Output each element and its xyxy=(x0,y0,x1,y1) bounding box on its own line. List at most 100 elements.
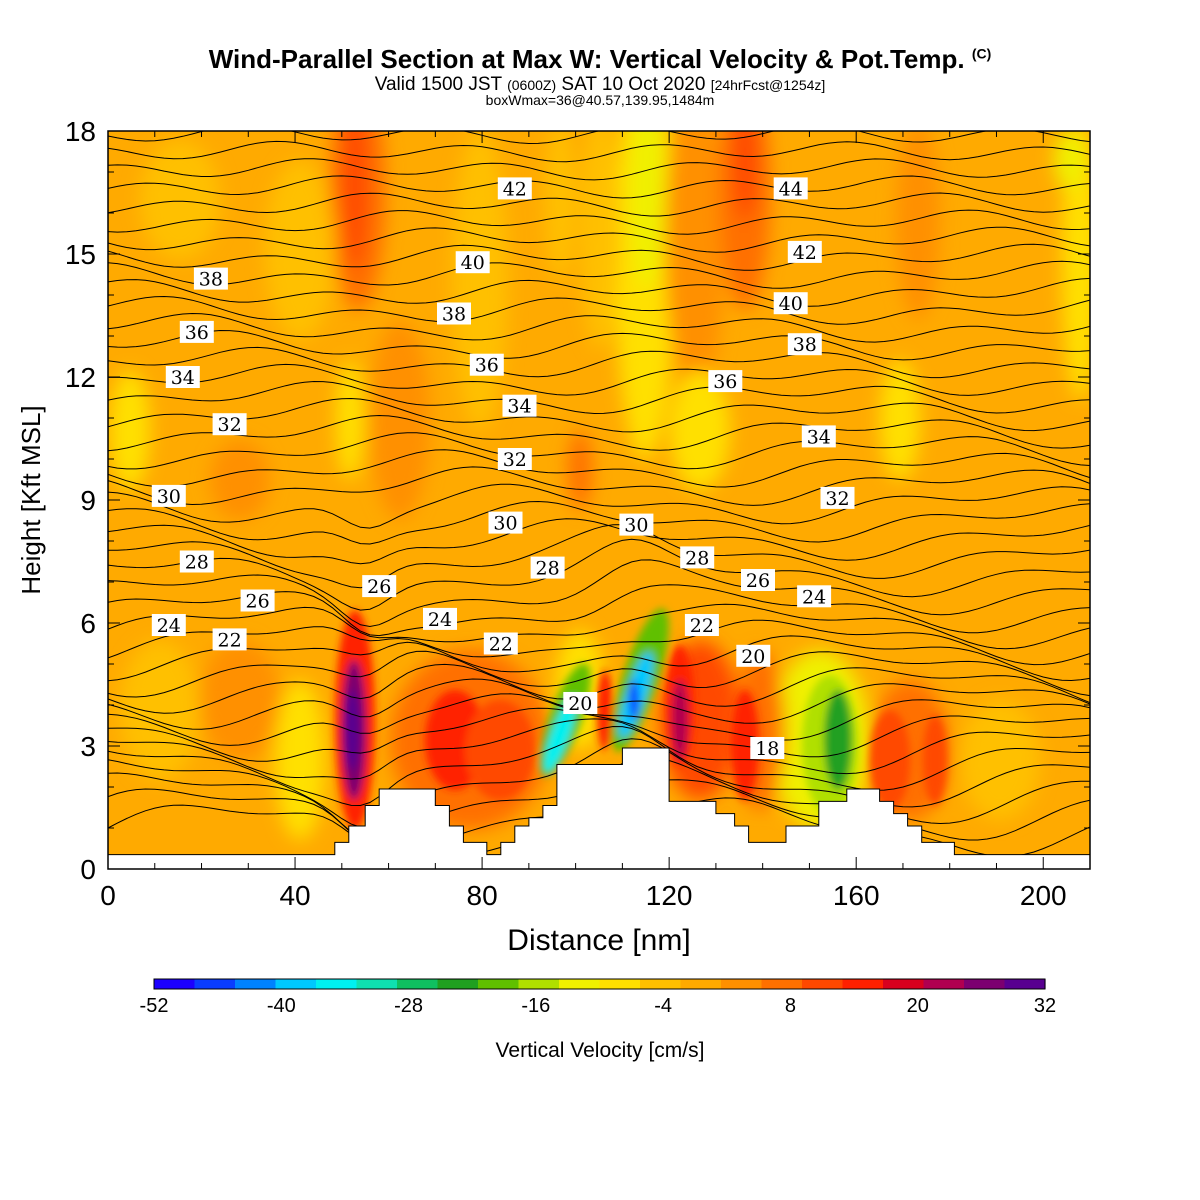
isentrope-line xyxy=(108,718,1090,780)
isentrope-label-box xyxy=(797,585,832,608)
isentrope-label: 32 xyxy=(212,413,247,436)
isentrope-label-text: 18 xyxy=(755,738,779,760)
isentrope-line xyxy=(108,738,1090,828)
isentrope-label: 24 xyxy=(423,607,457,631)
isentrope-label: 24 xyxy=(797,585,832,608)
isentrope-label: 38 xyxy=(193,267,228,291)
isentrope-label: 26 xyxy=(741,569,775,592)
isentrope-line xyxy=(108,175,1090,199)
isentrope-label: 32 xyxy=(820,486,855,510)
isentrope-label-box xyxy=(362,575,397,598)
isentrope-label-text: 40 xyxy=(461,252,485,274)
isentrope-line xyxy=(108,312,1090,343)
isentrope-label-text: 30 xyxy=(157,486,181,508)
isentrope-line xyxy=(108,209,1090,235)
isentrope-label-text: 34 xyxy=(807,426,831,448)
isentrope-label-text: 38 xyxy=(199,269,223,291)
isentrope-label-box xyxy=(750,737,785,759)
isentrope-label-box xyxy=(437,302,471,325)
isentrope-label-box xyxy=(773,177,808,200)
colorbar-label: Vertical Velocity [cm/s] xyxy=(496,1039,705,1062)
isentrope-label: 34 xyxy=(165,366,200,389)
isentrope-label: 28 xyxy=(530,556,565,580)
isentrope-label: 28 xyxy=(680,546,715,569)
isentrope-label-text: 32 xyxy=(825,488,849,510)
isentrope-label-box xyxy=(151,614,186,636)
isentrope-label-text: 36 xyxy=(475,355,499,377)
isentrope-line xyxy=(108,483,1090,529)
isentrope-label-box xyxy=(773,292,808,315)
y-axis-label: Height [Kft MSL] xyxy=(16,405,46,594)
isentrope-label: 36 xyxy=(469,353,504,377)
isentrope-label: 24 xyxy=(151,614,186,637)
colorbar-segment xyxy=(923,979,965,989)
colorbar-segment xyxy=(721,979,763,989)
isentrope-label-text: 30 xyxy=(493,513,517,535)
x-tick-label: 200 xyxy=(1020,880,1067,911)
y-tick-label: 3 xyxy=(80,731,96,762)
valid-time-c: SAT 10 Oct 2020 xyxy=(561,74,706,95)
colorbar-tick-label: -52 xyxy=(140,995,169,1017)
isentrope-label: 34 xyxy=(801,425,836,448)
isentrope-label: 30 xyxy=(488,511,523,535)
isentrope-label-box xyxy=(563,692,598,714)
isentrope-label-text: 24 xyxy=(802,586,826,608)
isentrope-label-text: 22 xyxy=(489,634,513,656)
isentrope-label-text: 36 xyxy=(185,322,209,344)
isentrope-label: 26 xyxy=(362,575,397,598)
colorbar-tick-labels: -52 -40 -28 -16 -4 8 20 32 xyxy=(140,995,1057,1017)
isentrope-label-text: 28 xyxy=(536,558,560,580)
colorbar-tick-label: -4 xyxy=(654,995,672,1017)
isentrope-line xyxy=(108,363,1090,396)
isentrope-label: 30 xyxy=(619,513,654,537)
axis-ticks xyxy=(107,130,1091,870)
colorbar-segment xyxy=(316,979,358,989)
isentrope-label-box xyxy=(179,320,214,343)
colorbar-tick-label: -28 xyxy=(394,995,423,1017)
x-tick-label: 160 xyxy=(833,880,880,911)
colorbar-segment xyxy=(437,979,479,989)
isentrope-label-box xyxy=(483,632,518,655)
isentrope-label-text: 38 xyxy=(442,304,466,326)
isentrope-label-text: 26 xyxy=(367,576,391,598)
isentrope-label: 34 xyxy=(502,394,537,418)
isentrope-label: 18 xyxy=(750,737,785,760)
y-tick-label: 12 xyxy=(65,362,96,393)
colorbar-segment xyxy=(478,979,520,989)
isentrope-label-text: 24 xyxy=(428,609,452,631)
isentrope-label-text: 20 xyxy=(568,693,592,715)
x-tick-labels: 0 40 80 120 160 200 xyxy=(100,880,1066,911)
isentrope-label-box xyxy=(488,511,523,534)
isentrope-line xyxy=(108,725,1090,807)
isentrope-line xyxy=(108,635,1090,682)
isentrope-line xyxy=(108,277,1090,307)
isentrope-label-box xyxy=(502,394,537,417)
colorbar-frame xyxy=(153,978,1046,990)
isentrope-line xyxy=(108,295,1090,325)
isentrope-label-box xyxy=(787,333,822,356)
colorbar-segment xyxy=(680,979,722,989)
box-info: boxWmax=36@40.57,139.95,1484m xyxy=(485,92,715,108)
colorbar-tick-label: -16 xyxy=(521,995,550,1017)
isentrope-label: 40 xyxy=(773,292,808,315)
isentrope-label-text: 40 xyxy=(779,293,803,315)
isentrope-label: 32 xyxy=(497,448,532,471)
isentrope-label: 38 xyxy=(437,302,471,326)
chart-title-text: Wind-Parallel Section at Max W: Vertical… xyxy=(208,44,965,74)
x-tick-label: 0 xyxy=(100,880,116,911)
isentrope-label-box xyxy=(680,546,715,569)
isentrope-label-box xyxy=(240,589,275,612)
isentrope-label-box xyxy=(455,251,490,274)
colorbar-segment xyxy=(599,979,641,989)
colorbar-segment xyxy=(194,979,236,989)
isentrope-line xyxy=(108,260,1090,289)
isentrope-line xyxy=(108,329,1090,361)
isentrope-label-box xyxy=(530,556,565,579)
isentrope-label-box xyxy=(497,448,532,470)
isentrope-line xyxy=(108,619,1090,666)
isentrope-label-box xyxy=(708,370,743,393)
x-axis-label: Distance [nm] xyxy=(507,924,690,957)
isentrope-label: 38 xyxy=(787,333,822,356)
isentrope-label-box xyxy=(787,240,822,263)
colorbar xyxy=(153,978,1046,990)
